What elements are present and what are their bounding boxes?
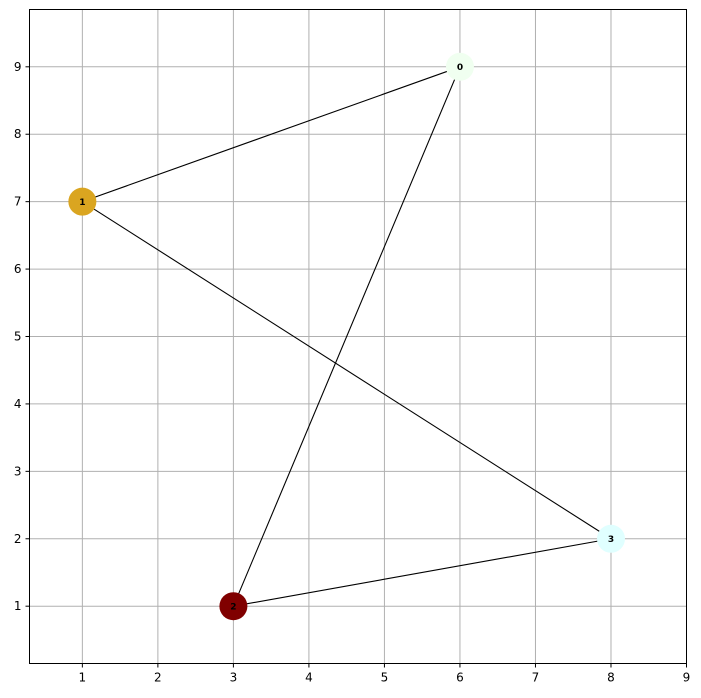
x-tick-label: 8 bbox=[607, 671, 615, 685]
y-tick-label: 2 bbox=[14, 532, 22, 546]
y-tick-label: 4 bbox=[14, 397, 22, 411]
y-tick-label: 1 bbox=[14, 599, 22, 613]
node-2 bbox=[219, 592, 248, 621]
edge-1-3 bbox=[82, 201, 612, 540]
y-tick-label: 8 bbox=[14, 127, 22, 141]
edges bbox=[82, 66, 612, 607]
node-0 bbox=[445, 52, 474, 81]
node-label-2: 2 bbox=[230, 602, 236, 612]
node-label-1: 1 bbox=[79, 198, 85, 208]
node-1 bbox=[68, 187, 97, 216]
x-tick-label: 1 bbox=[79, 671, 87, 685]
y-tick-label: 3 bbox=[14, 464, 22, 478]
plot-frame bbox=[29, 9, 687, 664]
x-tick-label: 2 bbox=[154, 671, 162, 685]
ticks: 1 2 3 4 5 6 7 8 9 1 2 3 4 5 6 7 8 9 bbox=[14, 60, 690, 685]
node-label-3: 3 bbox=[608, 535, 614, 545]
y-tick-label: 9 bbox=[14, 60, 22, 74]
nodes: 0 1 2 3 bbox=[68, 52, 625, 621]
edge-0-2 bbox=[232, 66, 461, 607]
x-tick-label: 6 bbox=[456, 671, 464, 685]
x-tick-label: 7 bbox=[532, 671, 540, 685]
x-tick-label: 4 bbox=[305, 671, 313, 685]
y-tick-label: 6 bbox=[14, 262, 22, 276]
node-3 bbox=[596, 524, 625, 553]
x-tick-label: 9 bbox=[683, 671, 691, 685]
x-tick-label: 3 bbox=[230, 671, 238, 685]
edge-0-1 bbox=[82, 66, 461, 203]
edge-2-3 bbox=[233, 538, 612, 607]
y-tick-label: 7 bbox=[14, 195, 22, 209]
node-label-0: 0 bbox=[457, 63, 463, 73]
y-tick-label: 5 bbox=[14, 330, 22, 344]
x-tick-label: 5 bbox=[381, 671, 389, 685]
